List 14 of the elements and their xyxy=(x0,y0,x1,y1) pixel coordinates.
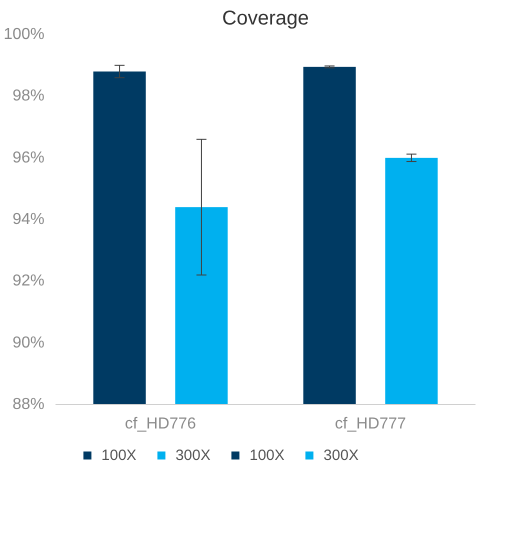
y-tick-label: 94% xyxy=(12,211,45,228)
x-tick-label: cf_HD777 xyxy=(334,416,406,432)
y-tick-label: 88% xyxy=(12,396,45,413)
legend-label: 100X xyxy=(101,446,136,464)
y-tick-label: 90% xyxy=(12,334,45,352)
y-tick-label: 98% xyxy=(12,88,45,105)
y-tick-label: 92% xyxy=(12,272,45,290)
legend-label: 100X xyxy=(250,446,285,464)
chart-title: Coverage xyxy=(222,8,309,30)
legend-label: 300X xyxy=(324,446,359,464)
x-tick-label: cf_HD776 xyxy=(124,416,196,432)
legend-label: 300X xyxy=(175,446,210,464)
y-tick-label: 96% xyxy=(12,149,45,166)
y-tick-label: 100% xyxy=(4,26,44,43)
